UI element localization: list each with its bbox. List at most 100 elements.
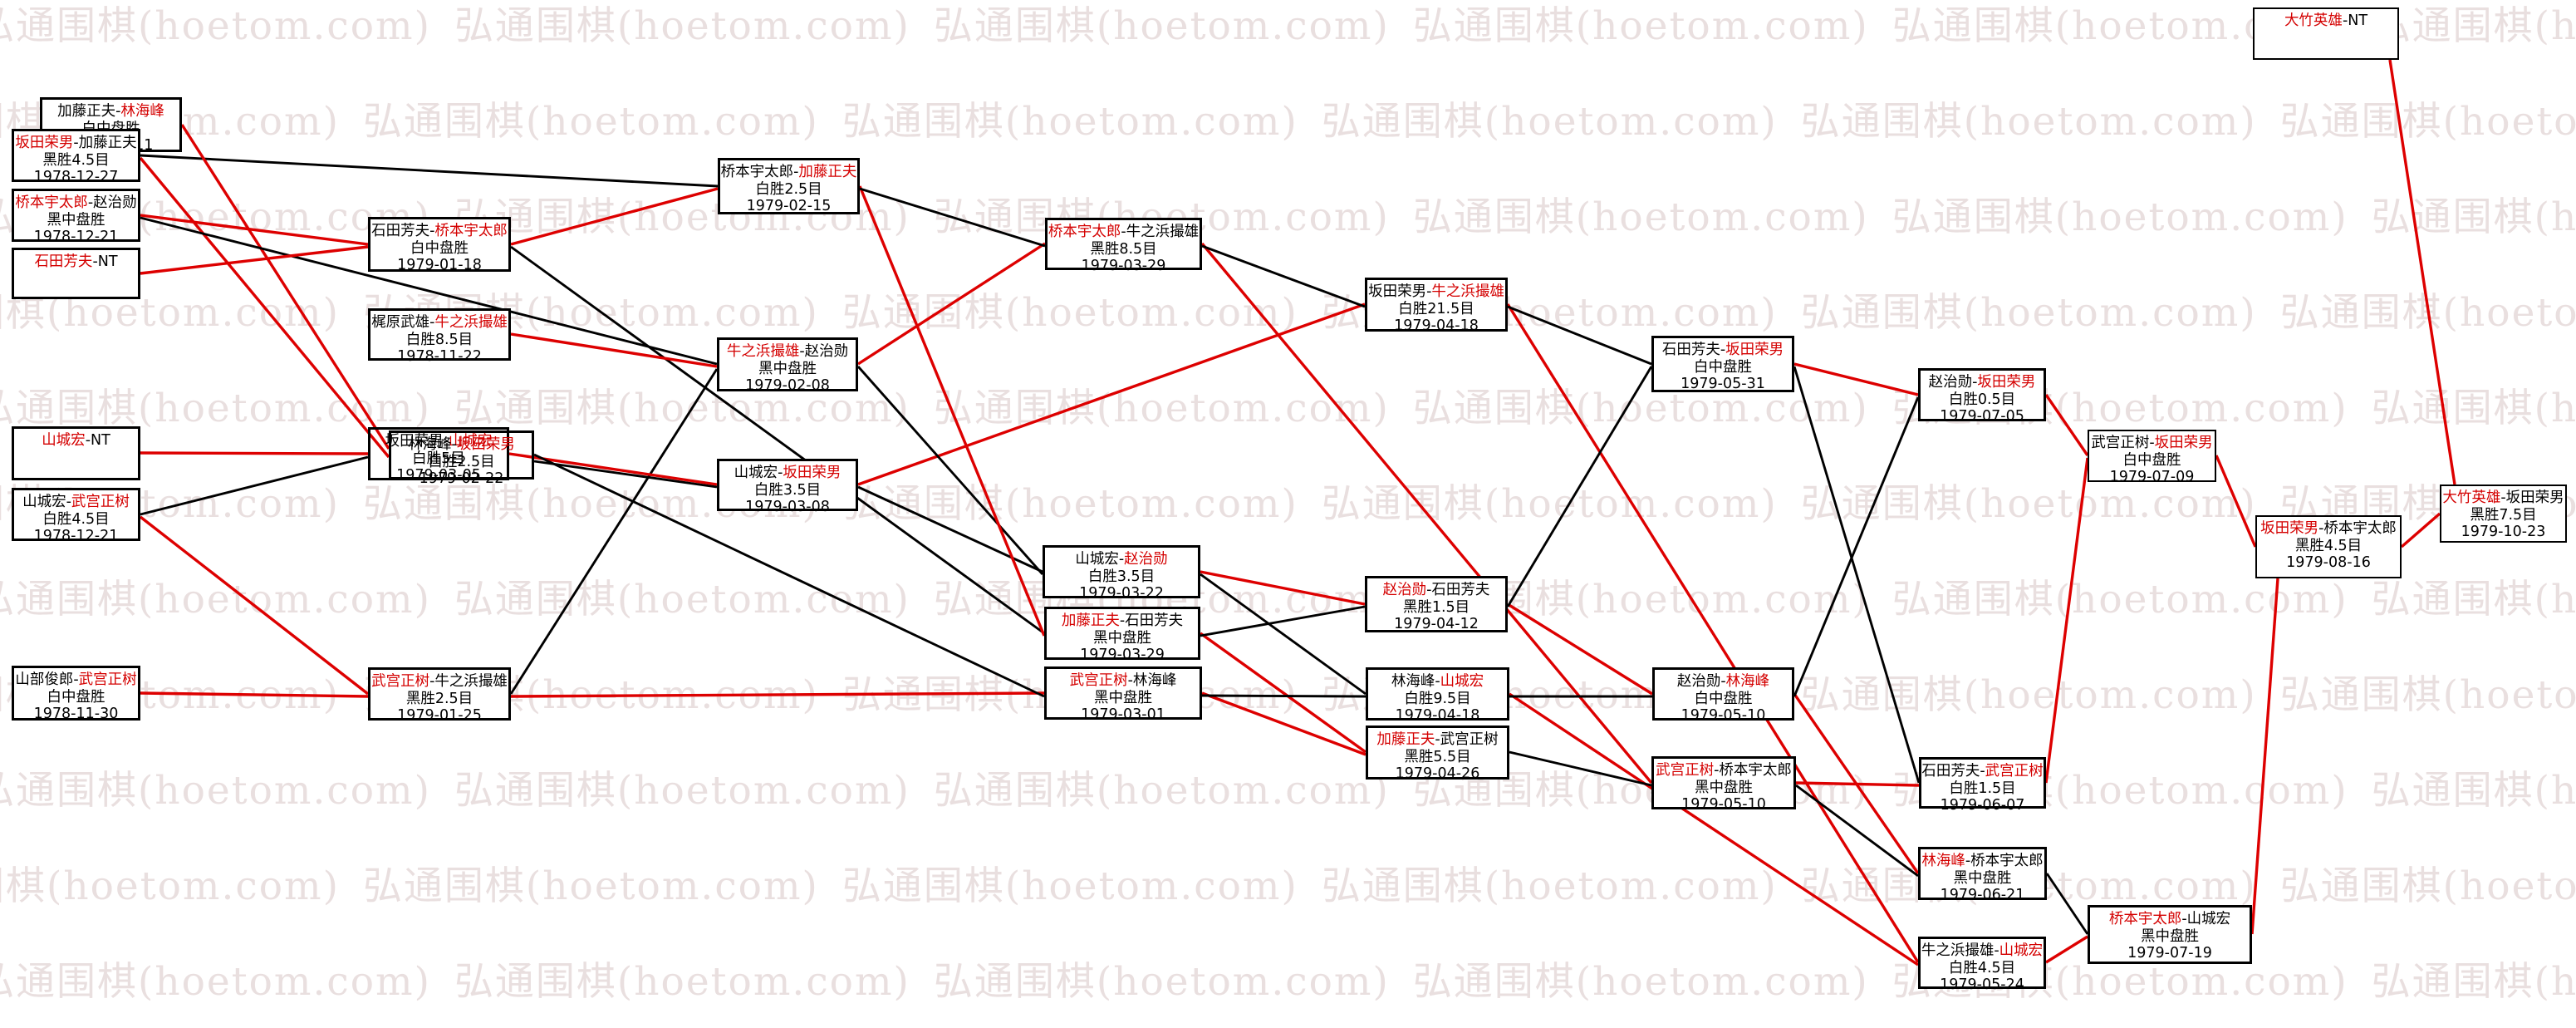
game-date: 1978-11-22 (397, 348, 482, 365)
winner-path-line (857, 302, 1366, 486)
player1-name: 梶原武雄 (371, 314, 430, 331)
winner-path-line (857, 242, 1046, 366)
player2-name: 坂田荣男 (1977, 374, 2036, 391)
players-line: 牛之浜撮雄-赵治勋 (719, 343, 856, 361)
player1-name: 桥本宇太郎 (720, 164, 794, 180)
vs-separator: - (1980, 763, 1985, 780)
winner-path-line (1506, 303, 1920, 963)
players-line: 山城宏-武宫正树 (14, 494, 138, 511)
player2-name: 林海峰 (1725, 673, 1770, 690)
game-result: 黑胜7.5目 (2470, 506, 2537, 524)
players-line: 武宫正树-桥本宇太郎 (1654, 762, 1793, 780)
player2-name: 桥本宇太郎 (1719, 762, 1792, 779)
winner-path-line (2215, 455, 2257, 548)
match-box-takemiya-ushinohama: 武宫正树-牛之浜撮雄 黑胜2.5目 1979-01-25 (368, 667, 511, 724)
vs-separator: - (1435, 731, 1440, 748)
winner-path-line (858, 185, 1046, 637)
loser-path-line (140, 216, 718, 366)
player2-name: 石田芳夫 (1125, 612, 1184, 629)
player1-name: 山城宏 (734, 465, 778, 481)
match-box-yamabe-takemiya: 山部俊郎-武宫正树 白中盘胜 1978-11-30 (12, 666, 140, 722)
player1-name: 山部俊郎 (15, 671, 74, 688)
players-line: 加藤正夫-武宫正树 (1368, 731, 1507, 749)
player2-name: 山城宏 (1440, 673, 1484, 690)
vs-separator: - (429, 314, 435, 331)
players-line: 林海峰-坂田荣男 (391, 436, 532, 454)
player1-name: 石田芳夫 (371, 223, 430, 239)
game-date: 1978-12-21 (33, 229, 119, 245)
vs-separator: - (87, 194, 94, 211)
player2-name: 牛之浜撮雄 (1431, 283, 1504, 300)
game-date: 1979-03-01 (1081, 706, 1165, 723)
loser-path-line (509, 368, 719, 695)
loser-path-line (510, 245, 1045, 635)
player1-name: 林海峰 (1921, 853, 1965, 869)
player1-name: 桥本宇太郎 (15, 194, 88, 211)
loser-path-line (1507, 305, 1652, 366)
match-box-ishida-hashimoto: 石田芳夫-桥本宇太郎 白中盘胜 1979-01-18 (368, 217, 511, 273)
game-result: 白胜2.5目 (755, 180, 822, 198)
loser-path-line (1200, 573, 1367, 696)
player2-name: 赵治勋 (1124, 551, 1168, 568)
game-date: 1979-04-18 (1395, 707, 1480, 724)
loser-path-line (1506, 366, 1653, 607)
match-box-otake-sakata: 大竹英雄-坂田荣男 黑胜7.5目 1979-10-23 (2440, 484, 2567, 543)
players-line: 山城宏-NT (14, 432, 138, 450)
match-box-yamashiro-sakata: 山城宏-坂田荣男 白胜3.5目 1979-03-08 (717, 459, 858, 515)
vs-separator: - (1994, 942, 1999, 959)
winner-path-line (510, 187, 719, 246)
loser-path-line (1793, 366, 1921, 784)
match-box-hashimoto-kato: 桥本宇太郎-加藤正夫 白胜2.5目 1979-02-15 (718, 158, 860, 214)
match-box-ishida-takemiya: 石田芳夫-武宫正树 白胜1.5目 1979-06-07 (1919, 757, 2046, 814)
game-date: 1979-02-08 (745, 377, 830, 394)
vs-separator: - (85, 432, 91, 449)
game-result: 黑中盘胜 (1093, 629, 1151, 647)
vs-separator: - (778, 465, 783, 481)
player2-name: 桥本宇太郎 (2323, 520, 2397, 537)
vs-separator: - (451, 436, 457, 453)
winner-path-line (140, 245, 369, 275)
players-line: 山城宏-坂田荣男 (719, 465, 856, 482)
player1-name: 林海峰 (1391, 673, 1435, 690)
vs-separator: - (1965, 853, 1971, 869)
game-result: 黑中盘胜 (47, 211, 105, 229)
player1-name: 赵治勋 (1676, 673, 1721, 690)
player1-name: 坂田荣男 (385, 433, 444, 450)
player2-name: 林海峰 (1132, 672, 1177, 689)
player1-name: 加藤正夫 (1061, 612, 1120, 629)
players-line: 石田芳夫-桥本宇太郎 (370, 223, 508, 240)
match-box-kato-takemiya: 加藤正夫-武宫正树 黑胜5.5目 1979-04-26 (1366, 726, 1509, 782)
players-line: 武宫正树-林海峰 (1047, 672, 1200, 690)
player2-name: 加藤正夫 (798, 164, 857, 180)
players-line: 石田芳夫-NT (14, 253, 138, 271)
players-line: 山部俊郎-武宫正树 (14, 671, 138, 689)
players-line: 武宫正树-坂田荣男 (2089, 435, 2215, 452)
match-box-hashimoto-cho: 桥本宇太郎-赵治勋 黑中盘胜 1978-12-21 (12, 189, 140, 245)
vs-separator: - (429, 223, 435, 239)
vs-separator: - (1720, 342, 1726, 358)
players-line: 大竹英雄-NT (2255, 12, 2397, 30)
players-line: 坂田荣男-牛之浜撮雄 (1367, 283, 1505, 301)
game-result: 黑胜8.5目 (1090, 240, 1157, 258)
loser-path-line (2045, 873, 2089, 935)
winner-path-line (1200, 570, 1366, 606)
game-date: 1979-04-26 (1395, 765, 1480, 782)
vs-separator: - (443, 433, 449, 450)
player2-name: NT (97, 253, 118, 270)
game-result: 白胜4.5目 (1948, 959, 2016, 976)
game-result: 黑胜4.5目 (42, 151, 110, 169)
vs-separator: - (2342, 12, 2348, 29)
vs-separator: - (429, 673, 435, 690)
loser-path-line (533, 460, 718, 489)
player2-name: 加藤正夫 (78, 135, 137, 151)
game-result: 白中盘胜 (410, 239, 469, 257)
player1-name: 石田芳夫 (1661, 342, 1720, 358)
winner-path-line (1793, 362, 1919, 396)
player1-name: 山城宏 (1075, 551, 1119, 568)
player2-name: 武宫正树 (78, 671, 137, 688)
game-date: 1979-03-05 (396, 467, 481, 484)
player2-name: 山城宏 (448, 433, 493, 450)
match-box-cho-sakata: 赵治勋-坂田荣男 白胜0.5目 1979-07-05 (1918, 368, 2046, 425)
loser-path-line (1795, 784, 1919, 878)
